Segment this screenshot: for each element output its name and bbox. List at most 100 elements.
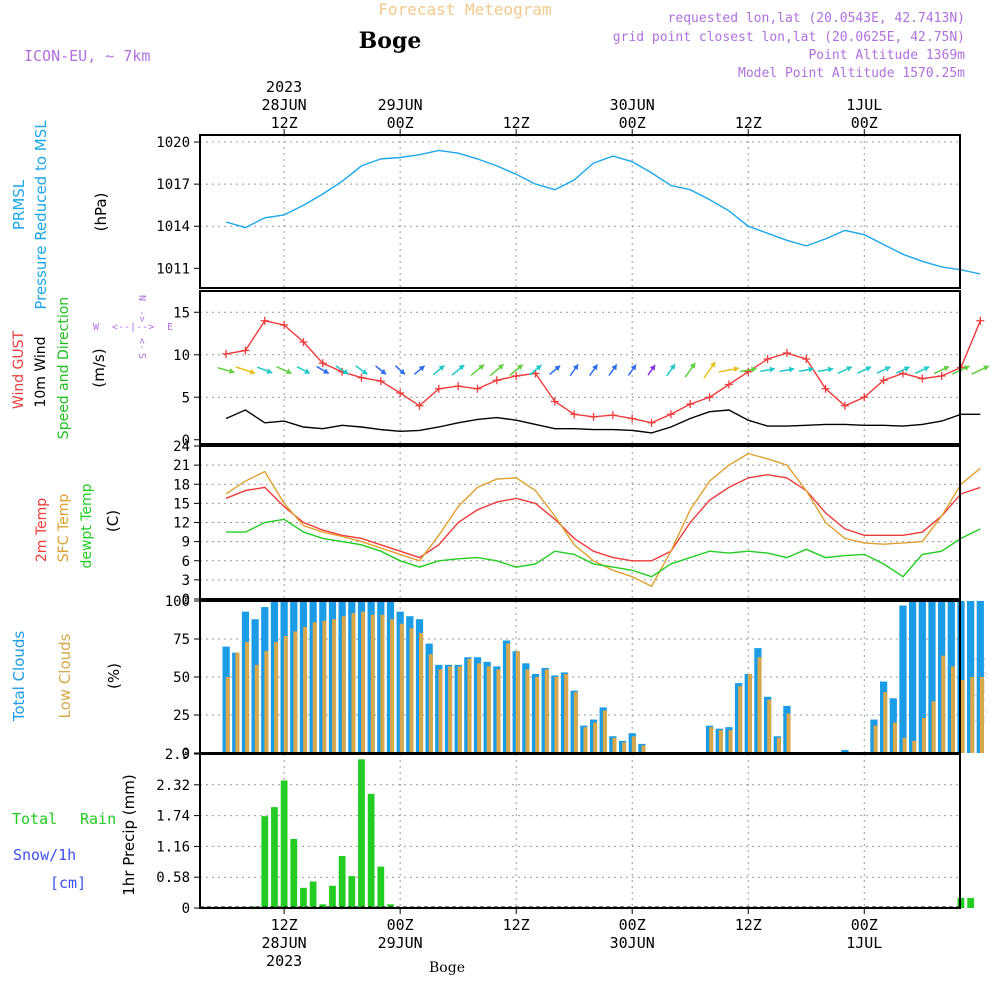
precip-total-label: Total — [12, 810, 57, 828]
wind-direction-arrow — [529, 364, 542, 376]
wind-gust-line-marker — [570, 410, 579, 419]
chart-title: Forecast Meteogram — [378, 0, 551, 19]
temp-dewpt-line — [226, 518, 981, 578]
wind-direction-arrow — [235, 366, 256, 375]
wind-dir-label: Speed and Direction — [56, 297, 72, 439]
total-cloud-bar — [841, 749, 849, 753]
clouds-ytick-label: 50 — [173, 670, 190, 686]
wind-gust-line-marker — [608, 411, 617, 420]
low-cloud-bar — [641, 745, 646, 753]
precip-ytick-label: 2.9 — [165, 747, 190, 763]
precip-bar — [300, 887, 307, 908]
low-cloud-bar — [283, 635, 288, 753]
total-cloud-bar — [928, 601, 936, 753]
pressure-label-prmsl: PRMSL — [10, 179, 28, 230]
wind-direction-arrow — [857, 366, 872, 374]
bottom-xtick-zlabel: 12Z — [503, 916, 530, 934]
wind-direction-arrow — [666, 363, 676, 377]
compass-west: W — [93, 322, 100, 333]
model-altitude: Model Point Altitude 1570.25m — [738, 66, 965, 81]
bottom-xtick-date: 29JUN — [378, 934, 423, 952]
pressure-ytick-label: 1014 — [156, 219, 190, 235]
wind-direction-arrow — [375, 365, 387, 375]
precip-unit-label: 1hr Precip (mm) — [120, 774, 138, 895]
point-altitude: Point Altitude 1369m — [808, 48, 965, 63]
temperature-ytick-label: 18 — [173, 477, 190, 493]
precip-bar — [367, 793, 375, 908]
total-cloud-bar — [908, 601, 917, 753]
footer-location: Boge — [429, 960, 465, 976]
wind-gust-line-marker — [705, 393, 714, 402]
low-cloud-bar — [767, 699, 772, 753]
low-cloud-bar — [322, 620, 327, 753]
top-xtick-date: 1JUL — [846, 96, 882, 114]
clouds-unit-label: (%) — [105, 663, 123, 689]
wind-direction-arrow — [760, 366, 776, 373]
precip-ytick-label: 0 — [182, 901, 190, 917]
low-cloud-bar — [950, 666, 955, 753]
wind-direction-arrow — [257, 366, 273, 374]
precip-bar — [377, 866, 385, 908]
low-cloud-bar — [583, 727, 588, 753]
low-cloud-bar — [776, 737, 781, 753]
wind-direction-arrow — [933, 365, 950, 375]
low-cloud-bar — [419, 632, 424, 753]
low-cloud-bar — [245, 642, 250, 753]
grid-point-coords: grid point closest lon,lat (20.0625E, 42… — [613, 30, 965, 45]
wind-gust-line-marker — [937, 372, 946, 380]
wind-direction-arrow — [432, 364, 445, 376]
wind-gust-line-marker — [802, 355, 811, 363]
low-cloud-bar — [873, 725, 878, 753]
wind-gust-line-marker — [860, 393, 869, 402]
wind-direction-arrow — [971, 365, 990, 375]
wind-direction-arrow — [451, 364, 465, 376]
pressure-label-msl: Pressure Reduced to MSL — [32, 120, 50, 310]
temperature-ytick-label: 24 — [173, 439, 190, 455]
wind-direction-arrow — [647, 364, 656, 376]
pressure-panel-frame — [199, 134, 961, 289]
bottom-xtick-zlabel: 12Z — [271, 916, 298, 934]
precip-bar — [271, 807, 278, 908]
low-cloud-bar — [274, 642, 279, 753]
low-cloud-bar — [979, 677, 984, 753]
bottom-xtick-date: 28JUN — [262, 934, 307, 952]
wind-gust-line-marker — [666, 410, 675, 419]
wind-direction-arrow — [394, 365, 406, 375]
precip-bar — [387, 904, 394, 908]
wind-direction-arrow — [779, 366, 795, 373]
top-xtick-year: 2023 — [266, 78, 302, 96]
wind-direction-arrow — [876, 366, 891, 374]
clouds-ytick-label: 25 — [173, 708, 190, 724]
bottom-xtick-zlabel: 00Z — [387, 916, 414, 934]
low-cloud-bar — [448, 666, 453, 753]
low-cloud-bar — [747, 673, 752, 753]
precip-bar — [329, 885, 336, 908]
low-cloud-bar — [902, 737, 907, 753]
wind-direction-arrow — [489, 363, 505, 377]
low-cloud-bar — [883, 692, 888, 753]
wind-direction-arrow — [296, 366, 311, 375]
low-cloud-bar — [912, 740, 917, 753]
wind-direction-arrow — [739, 366, 757, 373]
wind-direction-arrow — [798, 366, 814, 373]
temp-sfc-label: SFC Temp — [56, 494, 72, 563]
wind-direction-arrow — [914, 366, 930, 374]
low-cloud-bar — [786, 713, 791, 753]
low-cloud-bar — [457, 666, 462, 753]
wind-gust-line-marker — [782, 349, 791, 358]
panel-frames — [199, 134, 961, 909]
wind-gust-line-marker — [415, 401, 424, 410]
wind-10m-label: 10m Wind — [33, 336, 49, 407]
low-cloud-bar — [892, 722, 897, 753]
bottom-xtick-zlabel: 00Z — [619, 916, 646, 934]
wind-ytick-label: 10 — [173, 348, 190, 364]
temperature-ytick-label: 0 — [182, 592, 190, 608]
wind-direction-arrow — [589, 364, 599, 377]
wind-direction-arrow — [608, 364, 618, 377]
temperature-ytick-label: 3 — [182, 573, 190, 589]
wind-direction-arrow — [718, 366, 740, 373]
precip-bar — [261, 816, 269, 908]
low-cloud-bar — [264, 651, 269, 753]
precip-ytick-label: 2.32 — [156, 778, 190, 794]
precip-bar — [348, 876, 356, 908]
